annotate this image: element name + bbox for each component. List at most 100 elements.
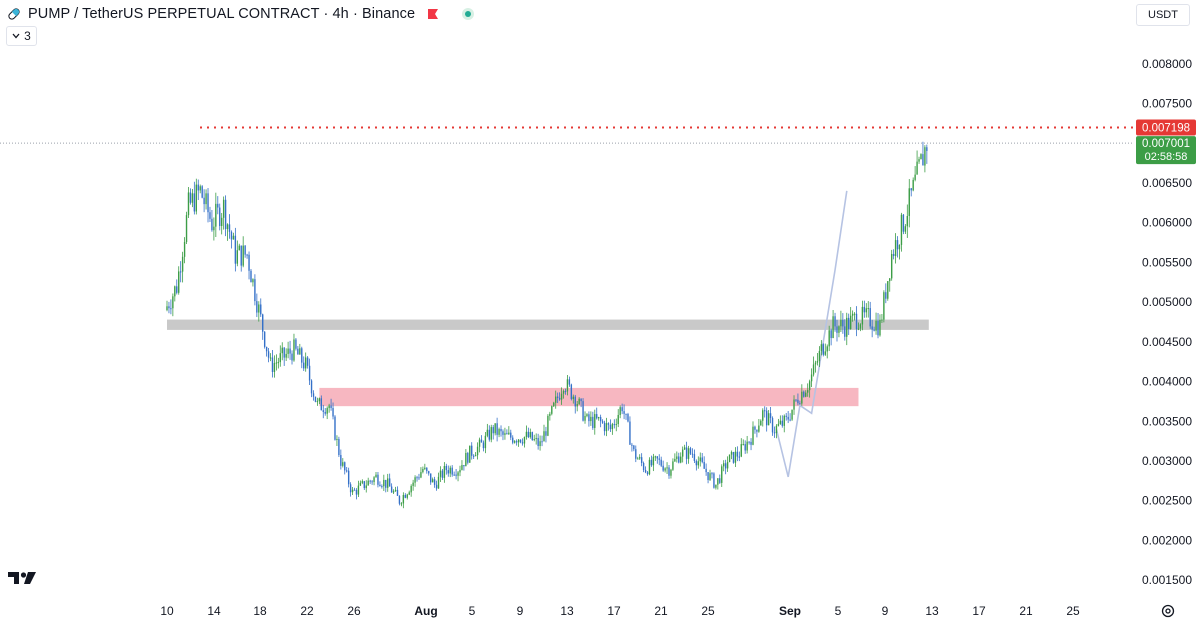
y-tick-label: 0.008000 xyxy=(1142,57,1192,71)
candle-body xyxy=(611,424,614,430)
candle-body xyxy=(291,353,293,361)
candle-body xyxy=(301,348,303,363)
candle-body xyxy=(304,357,307,369)
indicators-toggle-button[interactable]: 3 xyxy=(6,26,37,46)
candle-body xyxy=(295,339,297,349)
candle-body xyxy=(545,431,547,436)
candle-body xyxy=(576,403,578,407)
candle-body xyxy=(553,402,555,407)
price-axis[interactable]: 0.0080000.0075000.0070000.0065000.006000… xyxy=(1142,57,1192,587)
candle-body xyxy=(447,470,449,474)
resistance-zone-grey[interactable] xyxy=(167,319,929,330)
time-axis[interactable]: 10 14 18 22 26 Aug 5 9 13 17 21 25 Sep 5 9 13 17 21 25 xyxy=(160,604,1080,618)
candle-body xyxy=(519,439,522,443)
candle-body xyxy=(533,438,535,441)
candle-body xyxy=(400,503,403,505)
candle-body xyxy=(240,245,242,266)
candle-body xyxy=(836,326,838,333)
candle-body xyxy=(267,351,270,358)
candle-body xyxy=(525,431,528,437)
candle-body xyxy=(564,391,567,393)
candle-body xyxy=(318,398,321,402)
candle-body xyxy=(689,448,692,454)
candle-body xyxy=(623,411,625,414)
candle-body xyxy=(746,441,748,451)
candle-body xyxy=(328,405,330,409)
currency-button[interactable]: USDT xyxy=(1136,4,1190,26)
candle-body xyxy=(656,456,658,459)
candle-body xyxy=(367,480,369,486)
x-tick-label: 14 xyxy=(207,604,221,618)
candle-body xyxy=(560,393,563,400)
candle-body xyxy=(371,481,373,483)
tradingview-logo-icon[interactable] xyxy=(8,570,38,586)
candle-body xyxy=(543,431,545,442)
candle-body xyxy=(920,154,922,160)
candle-body xyxy=(596,414,598,419)
candle-body xyxy=(912,179,914,191)
symbol-title[interactable]: PUMP / TetherUS PERPETUAL CONTRACT · 4h … xyxy=(28,6,416,22)
candle-body xyxy=(894,240,897,257)
candle-body xyxy=(840,319,842,327)
candle-body xyxy=(166,306,168,311)
candle-body xyxy=(660,459,662,466)
candle-body xyxy=(187,192,190,216)
candle-body xyxy=(670,469,672,476)
candle-body xyxy=(342,462,344,466)
candle-body xyxy=(408,492,410,495)
candle-body xyxy=(449,467,451,474)
candle-body xyxy=(406,494,408,498)
candle-body xyxy=(648,459,651,475)
candle-body xyxy=(394,489,397,492)
flag-icon[interactable] xyxy=(427,8,439,20)
candle-body xyxy=(640,457,643,464)
candle-body xyxy=(238,245,240,251)
support-zone-pink[interactable] xyxy=(319,387,859,407)
candle-body xyxy=(855,313,858,330)
candle-body xyxy=(498,429,500,435)
candle-body xyxy=(738,456,741,458)
candle-body xyxy=(349,484,352,493)
candle-body xyxy=(226,224,229,230)
candle-body xyxy=(896,240,899,250)
x-tick-label: 22 xyxy=(300,604,314,618)
candle-body xyxy=(857,328,860,330)
x-tick-label: 13 xyxy=(560,604,574,618)
y-tick-label: 0.004000 xyxy=(1142,375,1192,389)
candle-body xyxy=(904,226,907,232)
candle-body xyxy=(217,203,219,208)
candle-body xyxy=(322,410,324,412)
candle-body xyxy=(605,423,608,432)
candle-body xyxy=(668,467,670,476)
candle-body xyxy=(844,326,846,337)
level-lines xyxy=(0,126,1134,144)
candle-body xyxy=(549,413,551,416)
candle-body xyxy=(379,484,381,487)
candle-body xyxy=(906,215,909,227)
candle-body xyxy=(685,447,688,459)
candle-body xyxy=(486,429,489,436)
candle-body xyxy=(377,474,379,485)
candle-body xyxy=(724,463,727,469)
candle-body xyxy=(289,348,291,354)
candle-body xyxy=(908,188,910,216)
candle-body xyxy=(834,316,836,327)
candle-body xyxy=(795,399,797,401)
settings-gear-icon[interactable] xyxy=(1160,603,1176,619)
candle-body xyxy=(500,429,502,432)
candle-body xyxy=(308,365,311,381)
candle-body xyxy=(471,445,473,456)
candle-body xyxy=(232,235,235,240)
candle-body xyxy=(353,489,356,491)
candle-body xyxy=(453,474,455,476)
candle-body xyxy=(820,344,823,351)
candle-body xyxy=(721,466,723,483)
candle-body xyxy=(723,463,725,467)
candle-body xyxy=(613,424,616,426)
candle-body xyxy=(193,193,196,212)
candle-body xyxy=(428,471,430,474)
candle-body xyxy=(584,415,586,421)
candle-body xyxy=(728,454,731,463)
candle-body xyxy=(363,481,365,489)
